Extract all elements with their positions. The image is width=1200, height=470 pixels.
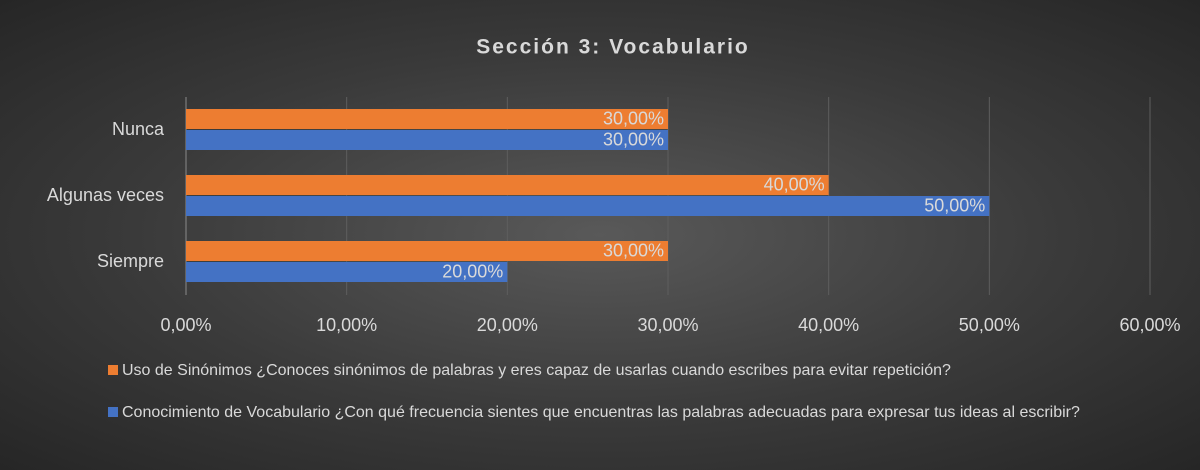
legend-item: Uso de Sinónimos ¿Conoces sinónimos de p…: [108, 360, 1158, 382]
legend-swatch: [108, 407, 118, 417]
legend-label: Conocimiento de Vocabulario ¿Con qué fre…: [122, 404, 1080, 421]
x-tick-label: 30,00%: [637, 315, 698, 335]
data-label: 30,00%: [603, 129, 664, 149]
data-label: 20,00%: [442, 261, 503, 281]
legend-swatch: [108, 365, 118, 375]
legend-label: Uso de Sinónimos ¿Conoces sinónimos de p…: [122, 362, 951, 379]
bar: [186, 175, 829, 195]
y-tick-label: Nunca: [112, 119, 165, 139]
bar: [186, 130, 668, 150]
x-tick-label: 10,00%: [316, 315, 377, 335]
x-tick-label: 0,00%: [160, 315, 211, 335]
x-tick-label: 20,00%: [477, 315, 538, 335]
data-label: 30,00%: [603, 108, 664, 128]
legend-item: Conocimiento de Vocabulario ¿Con qué fre…: [108, 402, 1158, 424]
x-tick-label: 40,00%: [798, 315, 859, 335]
legend: Uso de Sinónimos ¿Conoces sinónimos de p…: [108, 360, 1158, 436]
data-label: 30,00%: [603, 240, 664, 260]
y-tick-label: Siempre: [97, 251, 164, 271]
chart-title: Sección 3: Vocabulario: [476, 36, 750, 59]
data-label: 40,00%: [764, 174, 825, 194]
x-tick-label: 60,00%: [1119, 315, 1180, 335]
x-tick-label: 50,00%: [959, 315, 1020, 335]
data-label: 50,00%: [924, 195, 985, 215]
bar: [186, 109, 668, 129]
bar: [186, 262, 508, 282]
bar: [186, 241, 668, 261]
y-tick-label: Algunas veces: [47, 185, 164, 205]
bar: [186, 196, 990, 216]
